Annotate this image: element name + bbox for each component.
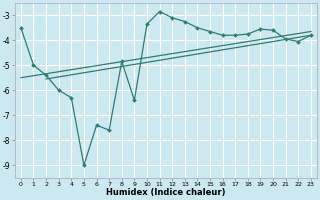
X-axis label: Humidex (Indice chaleur): Humidex (Indice chaleur) <box>106 188 226 197</box>
